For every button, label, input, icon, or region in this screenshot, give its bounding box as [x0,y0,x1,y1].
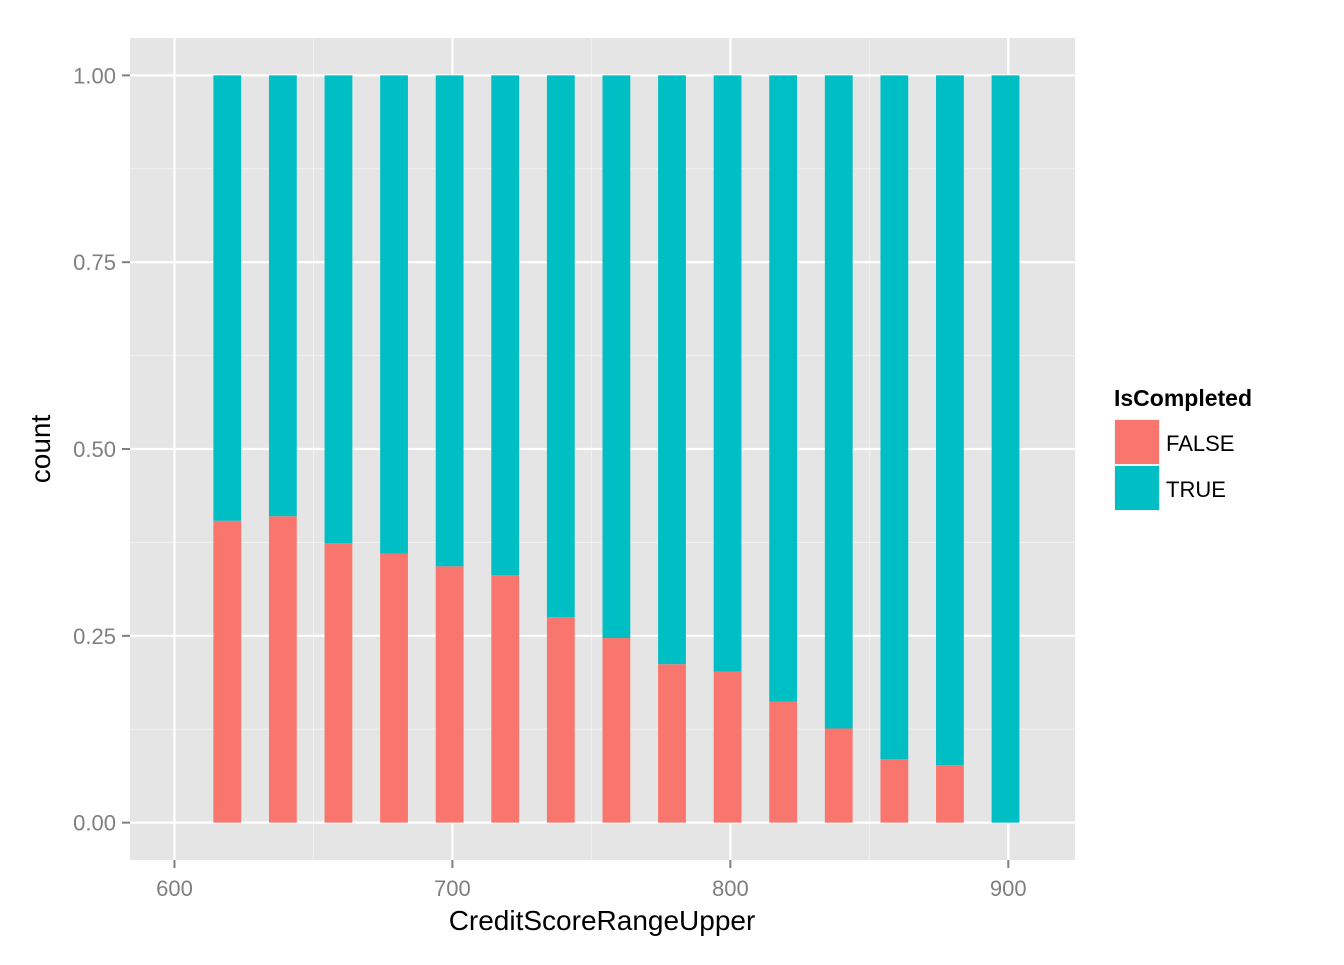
x-tick-label: 800 [712,876,749,901]
bar-true [824,75,853,729]
x-tick-label: 700 [434,876,471,901]
bar-true [769,75,798,702]
bar-true [658,75,686,665]
y-axis-label: count [25,415,56,484]
bar-false [380,553,408,823]
bar-true [380,75,408,554]
bars [213,75,1020,823]
bar-true [991,75,1020,823]
bar-false [268,516,297,823]
bar-true [324,75,353,544]
legend-swatch-true [1115,466,1159,510]
y-tick-label: 0.50 [73,437,116,462]
bar-false [880,759,909,823]
bar-false [602,638,631,823]
bar-true [602,75,631,639]
bar-true [435,75,464,567]
legend-label-true: TRUE [1166,477,1226,502]
legend-title: IsCompleted [1114,385,1252,411]
bar-true [713,75,742,672]
y-tick-label: 0.75 [73,250,116,275]
bar-true [936,75,964,766]
bar-false [936,765,964,823]
x-axis-label: CreditScoreRangeUpper [449,905,756,936]
bar-false [824,728,853,823]
x-tick-label: 900 [990,876,1027,901]
legend-swatch-false [1115,420,1159,464]
x-tick-label: 600 [156,876,193,901]
bar-true [491,75,520,576]
bar-false [324,543,353,823]
legend-label-false: FALSE [1166,431,1234,456]
bar-true [268,75,297,517]
bar-true [880,75,909,760]
bar-false [491,575,520,823]
bar-false [546,617,575,823]
bar-true [213,75,242,521]
bar-false [769,701,798,823]
bar-false [435,566,464,823]
legend: IsCompleted FALSE TRUE [1114,385,1252,511]
bar-false [658,664,686,823]
y-tick-label: 0.25 [73,624,116,649]
bar-false [713,671,742,823]
bar-false [213,520,242,823]
bar-true [546,75,575,618]
y-tick-label: 1.00 [73,63,116,88]
y-axis: 0.00 0.25 0.50 0.75 1.00 [73,63,130,836]
x-axis: 600 700 800 900 [156,860,1027,901]
y-tick-label: 0.00 [73,811,116,836]
